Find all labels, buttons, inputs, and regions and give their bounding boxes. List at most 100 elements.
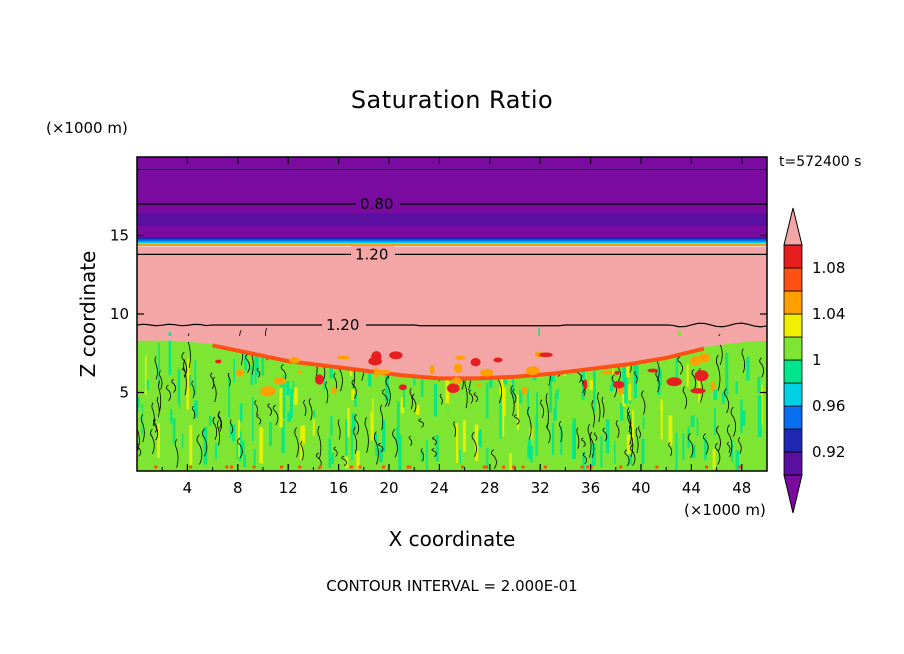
plume-streak [382,420,386,453]
chart-title: Saturation Ratio [350,86,554,114]
contour-squiggle [593,432,598,441]
plume-streak [682,433,685,461]
surface-cell [225,465,229,469]
plume-streak [593,355,596,399]
transition-band [137,239,767,242]
contour-squiggle [432,436,437,446]
plume-streak [529,427,533,446]
plume-streak [739,427,742,452]
contour-squiggle [150,428,155,455]
contour-squiggle [229,419,233,435]
cloud-edge-cell [375,369,391,375]
contour-squiggle [691,368,697,391]
plume-streak [328,437,331,468]
contour-squiggle [628,422,634,457]
cloud-edge-cell [336,355,351,360]
contour-squiggle [201,428,208,457]
plume-streak [339,413,343,455]
contour-squiggle [381,389,388,407]
cloud-edge-cell [694,370,709,382]
contour-squiggle [192,405,196,420]
plume-streak [740,399,743,433]
contour-squiggle [597,391,601,423]
supersaturated-layer [137,246,767,349]
contour-squiggle [353,426,358,454]
plume-streak [168,332,172,376]
plume-streak [279,387,283,428]
contour-squiggle [364,416,369,453]
contour-squiggle [183,359,187,396]
contour-line-3: 1.20 [137,315,767,334]
plume-streak [727,374,732,411]
contour-squiggle [431,448,437,457]
contour-squiggle [217,413,222,429]
time-label: t=572400 s [779,154,862,170]
plume-streak [241,440,245,456]
plume-streak [712,448,716,470]
contour-squiggle [687,433,694,458]
contour-squiggle [540,399,545,419]
contour-squiggle [158,380,162,412]
cloud-edge-cell [289,356,300,364]
cloud-edge-cell [446,383,460,394]
plume-streak [225,409,229,441]
contour-squiggle [373,431,379,465]
colorbar-segment [783,313,803,338]
plume-streak [416,404,420,415]
contour-squiggle [726,424,733,458]
plume-streak [138,341,142,386]
surface-cell [738,465,742,469]
contour-squiggle [165,384,172,402]
colorbar-segment [783,359,803,384]
plume-streak [259,427,264,464]
contour-squiggle [668,442,673,457]
contour-squiggle [412,393,417,413]
transition-band [137,244,767,246]
plume-streak [189,425,193,466]
contour-squiggle [333,372,338,392]
plume-streak [330,416,333,436]
contour-squiggle [392,428,398,458]
contour-interval-note: CONTOUR INTERVAL = 2.000E-01 [326,577,578,595]
contour-squiggle [317,425,322,459]
plume-streak [396,427,399,449]
cloud-edge-cell [371,351,382,362]
plume-streak [420,376,424,398]
plume-streak [721,391,725,404]
plume-streak [186,371,190,410]
plume-streak [351,427,353,461]
plume-streak [267,348,271,372]
plume-streak [181,433,184,449]
plume-streak [660,403,663,440]
plume-streak [194,360,197,396]
plume-streak [326,390,330,432]
plume-streak [553,408,557,421]
contour-line-2: 1.20 [137,245,767,264]
contour-squiggle [615,420,620,438]
contour-squiggle [491,449,497,469]
surface-cell [252,465,256,469]
plume-streak [312,418,315,436]
plume-streak [742,410,746,426]
contour-squiggle [300,440,304,461]
cloud-edge-cell [331,387,337,394]
colorbar-segment [783,244,803,269]
surface-cell [512,465,516,469]
plume-streak [512,368,515,399]
contour-squiggle [601,396,605,418]
contour-squiggle [418,418,425,428]
contour-squiggle [627,407,631,433]
plume-streak [503,387,506,417]
plume-streak [456,423,459,463]
surface-cell [318,465,322,469]
plume-streak [433,383,438,417]
surface-cell [704,465,708,469]
contour-squiggle [377,442,384,453]
plume-streak [170,408,173,424]
plume-streak [250,365,253,385]
plume-streak [257,400,261,443]
contour-squiggle [559,420,563,442]
plume-streak [282,375,286,420]
plume-streak [713,389,718,401]
contour-squiggle [212,376,217,403]
